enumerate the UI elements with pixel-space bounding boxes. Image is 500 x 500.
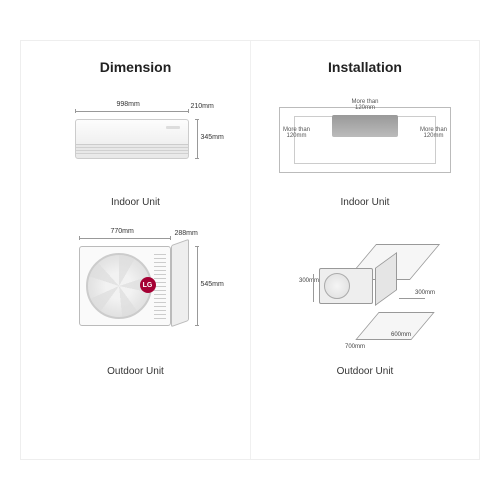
clearance-side-label: 300mm — [415, 290, 435, 296]
dimension-column: Dimension 998mm 210mm 345mm — [21, 41, 250, 459]
indoor-dimension-figure: 998mm 210mm 345mm — [51, 97, 221, 187]
installed-outdoor-fan-icon — [324, 273, 350, 299]
clearance-value: 120mm — [287, 133, 307, 139]
indoor-installation-figure: More than 120mm More than 120mm More tha… — [275, 97, 455, 187]
indoor-height-label: 345mm — [201, 134, 224, 141]
installation-column: Installation More than 120mm More than 1… — [250, 41, 479, 459]
indoor-ac-louver — [76, 144, 188, 154]
clearance-right: More than 120mm — [420, 127, 447, 139]
dim-tick — [195, 325, 199, 326]
spec-card: Dimension 998mm 210mm 345mm — [20, 40, 480, 460]
clearance-width-label: 700mm — [345, 344, 365, 350]
dim-tick — [188, 109, 189, 113]
outdoor-installation-figure: 300mm 300mm 600mm 700mm — [275, 226, 455, 356]
outdoor-unit-side — [171, 239, 189, 328]
clearance-back-label: 300mm — [299, 278, 319, 284]
installed-outdoor-unit — [319, 268, 373, 304]
outdoor-dimension-panel: LG 770mm 288mm 545mm Outdoor Unit — [31, 226, 240, 377]
installation-title: Installation — [328, 59, 402, 75]
indoor-install-label: Indoor Unit — [341, 197, 390, 208]
indoor-ac-display — [166, 126, 180, 129]
outdoor-width-label: 770mm — [111, 228, 134, 235]
clearance-value: 120mm — [423, 133, 443, 139]
dim-tick — [75, 109, 76, 113]
clearance-value: 120mm — [355, 105, 375, 111]
clearance-left: More than 120mm — [283, 127, 310, 139]
dimension-title: Dimension — [100, 59, 172, 75]
outdoor-unit-label: Outdoor Unit — [107, 366, 164, 377]
installed-indoor-unit — [332, 115, 398, 137]
indoor-unit-label: Indoor Unit — [111, 197, 160, 208]
dim-tick — [79, 236, 80, 240]
dim-line — [75, 111, 189, 112]
clearance-top: More than 120mm — [351, 99, 378, 111]
outdoor-dimension-figure: LG 770mm 288mm 545mm — [51, 226, 221, 356]
dim-line — [79, 238, 171, 239]
dim-tick — [195, 119, 199, 120]
outdoor-depth-label: 288mm — [175, 230, 198, 237]
outdoor-install-label: Outdoor Unit — [337, 366, 394, 377]
dim-tick — [170, 236, 171, 240]
indoor-width-label: 998mm — [117, 101, 140, 108]
dim-line — [197, 119, 198, 159]
outdoor-height-label: 545mm — [201, 281, 224, 288]
dim-line — [197, 246, 198, 326]
indoor-ac-unit — [75, 119, 189, 159]
indoor-installation-panel: More than 120mm More than 120mm More tha… — [261, 97, 469, 208]
indoor-dimension-panel: 998mm 210mm 345mm Indoor Unit — [31, 97, 240, 208]
clearance-depth-label: 600mm — [391, 332, 411, 338]
indoor-depth-label: 210mm — [191, 103, 214, 110]
outdoor-unit-body: LG — [79, 246, 171, 326]
dim-line — [313, 274, 314, 302]
outdoor-installation-panel: 300mm 300mm 600mm 700mm Outdoor Unit — [261, 226, 469, 377]
dim-tick — [195, 246, 199, 247]
lg-logo: LG — [140, 277, 156, 293]
dim-tick — [195, 158, 199, 159]
dim-line — [399, 298, 425, 299]
